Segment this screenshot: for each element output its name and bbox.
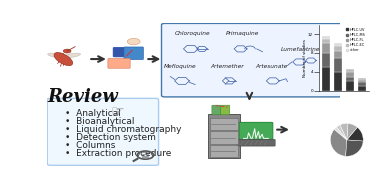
FancyBboxPatch shape <box>108 59 130 68</box>
Text: •  Analytical: • Analytical <box>65 109 121 118</box>
FancyBboxPatch shape <box>324 84 330 87</box>
Y-axis label: Number of studies: Number of studies <box>303 39 307 77</box>
FancyBboxPatch shape <box>212 105 221 115</box>
Bar <box>322 39 330 43</box>
Legend: HPLC-UV, HPLC-MS, HPLC-FL, HPLC-EC, other: HPLC-UV, HPLC-MS, HPLC-FL, HPLC-EC, othe… <box>344 26 367 53</box>
Bar <box>346 77 354 81</box>
Text: ☞: ☞ <box>111 104 124 119</box>
FancyBboxPatch shape <box>208 114 240 158</box>
Text: •  Detection system: • Detection system <box>65 133 156 142</box>
Text: Mefloquine: Mefloquine <box>164 64 197 69</box>
FancyBboxPatch shape <box>209 118 238 130</box>
Bar <box>346 69 354 70</box>
FancyBboxPatch shape <box>221 105 230 115</box>
FancyBboxPatch shape <box>209 131 238 144</box>
Wedge shape <box>347 123 357 140</box>
FancyBboxPatch shape <box>329 83 336 86</box>
Wedge shape <box>340 123 348 140</box>
FancyBboxPatch shape <box>237 139 275 146</box>
FancyBboxPatch shape <box>209 145 238 157</box>
Text: Primaquine: Primaquine <box>225 31 259 36</box>
Bar <box>358 82 366 86</box>
Text: •  Bioanalytical: • Bioanalytical <box>65 117 134 126</box>
Text: Artemether: Artemether <box>211 64 244 69</box>
Bar <box>322 36 330 39</box>
Circle shape <box>64 49 71 53</box>
Wedge shape <box>330 129 347 156</box>
Bar <box>346 70 354 72</box>
FancyBboxPatch shape <box>321 85 328 88</box>
Bar <box>346 81 354 91</box>
Text: •  Extraction procedure: • Extraction procedure <box>65 149 171 158</box>
Bar <box>334 46 342 51</box>
Bar <box>358 86 366 91</box>
Bar <box>334 58 342 72</box>
Text: Artesunate: Artesunate <box>255 64 288 69</box>
Ellipse shape <box>64 53 81 58</box>
Bar <box>322 43 330 53</box>
FancyBboxPatch shape <box>47 98 159 165</box>
FancyBboxPatch shape <box>161 23 342 97</box>
Circle shape <box>127 38 140 45</box>
Bar <box>358 80 366 82</box>
FancyBboxPatch shape <box>124 47 143 60</box>
Bar <box>334 43 342 46</box>
Wedge shape <box>336 125 347 140</box>
Ellipse shape <box>54 53 73 66</box>
Wedge shape <box>345 140 363 156</box>
Text: •  Columns: • Columns <box>65 141 115 150</box>
FancyBboxPatch shape <box>327 84 333 86</box>
Ellipse shape <box>48 53 64 58</box>
Wedge shape <box>347 127 363 141</box>
Bar <box>334 72 342 91</box>
FancyBboxPatch shape <box>113 47 139 57</box>
Text: •  Liquid chromatography: • Liquid chromatography <box>65 125 181 134</box>
Bar <box>322 53 330 67</box>
Bar <box>334 50 342 58</box>
Text: Chloroquine: Chloroquine <box>175 31 210 36</box>
Bar <box>346 72 354 77</box>
FancyBboxPatch shape <box>239 122 273 140</box>
Wedge shape <box>334 127 347 140</box>
Text: Review: Review <box>47 88 118 106</box>
Bar <box>358 78 366 80</box>
Text: Lumefantrine: Lumefantrine <box>281 47 321 52</box>
Bar <box>322 67 330 91</box>
